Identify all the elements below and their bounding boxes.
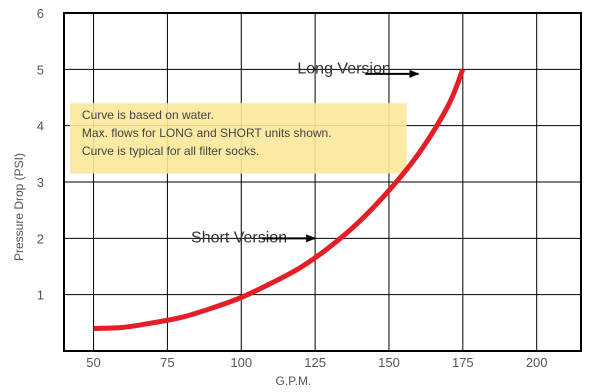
curve-point (93, 328, 94, 329)
short-version-label: Short Version (191, 230, 287, 247)
curve-point (448, 105, 449, 106)
plot-frame (63, 12, 582, 352)
y-tick-label: 1 (37, 288, 44, 303)
y-axis-label: Pressure Drop (PSI) (12, 153, 26, 261)
x-tick-label: 150 (378, 355, 400, 370)
pressure-drop-curve (93, 68, 466, 331)
curve-point (300, 267, 301, 268)
curve-layer (93, 68, 466, 331)
note-box (69, 103, 407, 174)
tick-labels: 50 75 100 125 150 175 200 1 2 3 4 5 6 (37, 6, 548, 370)
x-tick-label: 175 (452, 355, 474, 370)
note-line: Curve is based on water. (82, 108, 214, 122)
y-tick-label: 6 (37, 6, 44, 21)
curve-point (359, 221, 360, 222)
x-tick-label: 50 (86, 355, 100, 370)
note-text: Curve is based on water. Max. flows for L… (82, 108, 332, 158)
x-tick-label: 200 (526, 355, 548, 370)
x-tick-label: 75 (160, 355, 174, 370)
curve-point (241, 297, 242, 298)
y-tick-label: 2 (37, 231, 44, 246)
curve-point (329, 246, 330, 247)
curve-point (152, 322, 153, 323)
note-line: Max. flows for LONG and SHORT units show… (82, 126, 332, 140)
curve-point (123, 327, 124, 328)
y-tick-label: 4 (37, 119, 44, 134)
curve-point (388, 190, 389, 191)
curve-point (270, 283, 271, 284)
curve-point (418, 153, 419, 154)
y-tick-label: 3 (37, 175, 44, 190)
curve-point (462, 69, 463, 70)
long-version-label: Long Version (297, 61, 390, 78)
x-axis-label: G.P.M. (276, 374, 312, 388)
y-tick-label: 5 (37, 62, 44, 77)
annotations: Long Version Short Version (191, 61, 420, 247)
note-line: Curve is typical for all filter socks. (82, 144, 259, 158)
curve-point (182, 317, 183, 318)
x-tick-label: 125 (304, 355, 326, 370)
curve-point (211, 308, 212, 309)
x-tick-label: 100 (230, 355, 252, 370)
